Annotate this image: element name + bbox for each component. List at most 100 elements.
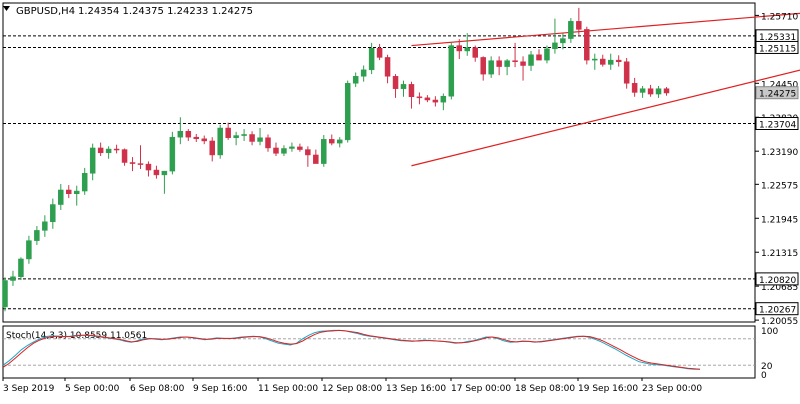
level-label-box [755,116,799,130]
candle-body [161,170,168,176]
price-tick-label: 1.21315 [761,249,798,259]
candle [424,95,431,103]
candle-body [26,240,32,260]
dropdown-triangle-icon[interactable] [3,6,10,11]
trendlines[interactable] [411,11,800,167]
candle [655,85,662,98]
candle [392,74,399,98]
candle [520,56,526,81]
candle [344,80,351,143]
level-label-box [755,302,799,316]
candle-body [368,48,375,71]
time-tick-label: 12 Sep 08:00 [322,384,382,394]
time-tick-label: 13 Sep 16:00 [386,384,446,394]
horizontal-levels[interactable] [3,35,755,310]
candle [105,146,112,159]
candle-body [34,230,40,241]
candle-body [384,57,391,77]
candle [504,59,510,76]
candle-body [289,146,295,149]
candle-body [121,149,128,163]
candle-body [440,95,447,103]
candle-body [647,88,654,95]
stochastic-panel: Stoch(14,3,3) 10.8559 11.0561 [2,329,755,370]
candle-body [623,61,630,84]
candle-body [145,163,152,171]
trendline[interactable] [411,40,800,167]
level-label: 1.23704 [759,120,796,130]
current-price-box [755,86,799,100]
candle-body [105,148,112,154]
ohlc-values: 1.24354 1.24375 1.24233 1.24275 [78,6,253,17]
candle [50,198,56,229]
candle [584,26,590,65]
candle [488,56,494,78]
candle-body [607,59,614,65]
candle-body [552,42,558,50]
candle-body [344,83,351,141]
candle [552,18,558,54]
candle-body [97,147,104,154]
time-tick-label: 9 Sep 16:00 [193,384,248,394]
price-tick-label: 1.24450 [761,80,798,90]
candle-body [313,154,319,164]
price-tick-label: 1.25710 [761,12,798,22]
trendline[interactable] [411,11,800,47]
candle [177,117,184,145]
candle-body [169,136,176,172]
candle [544,45,550,64]
time-tick-label: 18 Sep 08:00 [515,384,575,394]
time-tick-label: 3 Sep 2019 [3,384,55,394]
candle [464,33,471,56]
candle [18,257,24,280]
candle [265,134,271,152]
candle-body [504,60,510,67]
candle [560,33,566,50]
candle-body [584,29,590,61]
candle-body [416,96,423,99]
candle-body [536,54,542,61]
candle [2,277,8,312]
stoch-tick-label: 0 [761,371,767,381]
candle [273,142,279,157]
level-label: 1.25331 [759,33,796,43]
candle-body [193,136,200,140]
candle-body [129,162,136,164]
price-tick-label: 1.20055 [761,317,798,327]
candles [2,7,670,312]
level-label-box [755,272,799,286]
candle [161,170,168,194]
level-label: 1.20267 [759,306,796,316]
time-tick-label: 23 Sep 00:00 [642,384,702,394]
chart-header: GBPUSD,H4 1.24354 1.24375 1.24233 1.2427… [3,6,253,17]
candle [647,84,654,97]
candle-body [209,140,215,156]
candle [153,165,160,179]
stoch-tick-label: 20 [761,362,773,372]
stoch-tick-label: 100 [761,327,778,337]
candle-body [81,173,88,192]
time-tick-label: 19 Sep 16:00 [578,384,638,394]
candle-body [376,48,383,58]
candle-body [265,137,271,149]
candle [631,77,638,97]
candle [456,39,463,60]
candle [121,148,128,166]
candle [416,92,423,105]
stoch-signal-line [2,329,701,370]
candle [81,167,88,195]
level-label: 1.20820 [759,276,796,286]
candle [472,45,478,62]
candle-body [472,47,478,58]
stoch-pane-border [2,325,756,379]
candle [432,96,439,107]
candle [297,143,303,152]
candle-body [305,149,311,156]
candle-body [544,48,550,61]
candle [536,49,542,61]
candle-body [225,127,231,138]
candle [97,142,104,157]
time-tick-label: 11 Sep 00:00 [258,384,318,394]
candle-body [2,280,8,308]
